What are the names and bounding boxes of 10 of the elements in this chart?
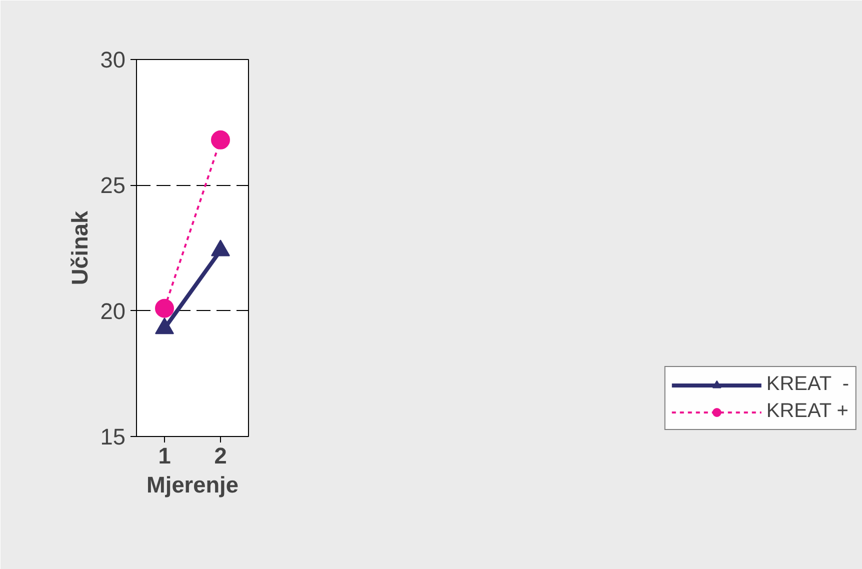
y-tick-label: 20	[100, 298, 126, 324]
y-tick-label: 30	[100, 46, 126, 72]
legend-label: KREAT -	[766, 373, 849, 396]
legend-label: KREAT +	[766, 400, 848, 423]
y-tick-label: 25	[100, 172, 126, 198]
y-tick-label: 15	[100, 424, 126, 450]
x-tick-label: 1	[158, 442, 171, 468]
x-tick-label: 2	[214, 442, 227, 468]
x-axis-title: Mjerenje	[146, 472, 238, 498]
y-axis-title: Učinak	[66, 210, 92, 286]
